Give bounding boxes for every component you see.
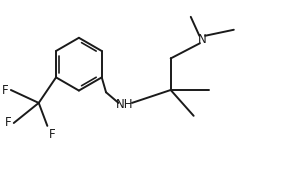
Text: F: F xyxy=(2,84,9,96)
Text: NH: NH xyxy=(116,98,133,111)
Text: F: F xyxy=(5,116,11,129)
Text: F: F xyxy=(49,128,55,141)
Text: N: N xyxy=(198,33,207,46)
